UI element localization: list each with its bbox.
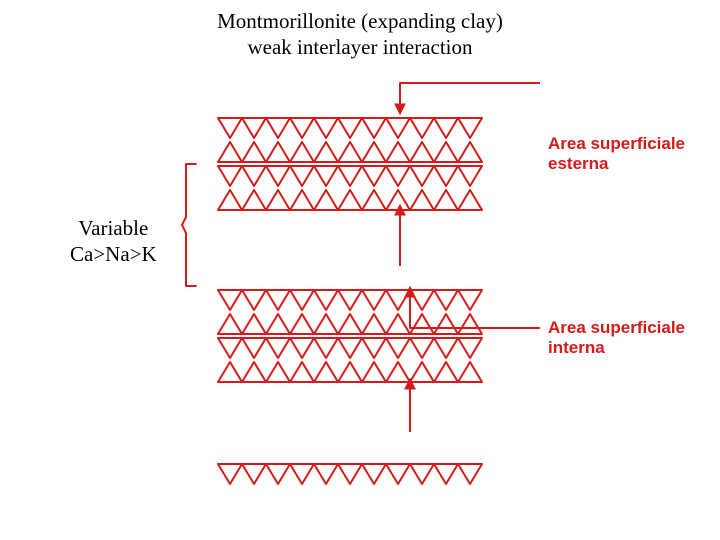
clay-diagram [0,0,720,540]
